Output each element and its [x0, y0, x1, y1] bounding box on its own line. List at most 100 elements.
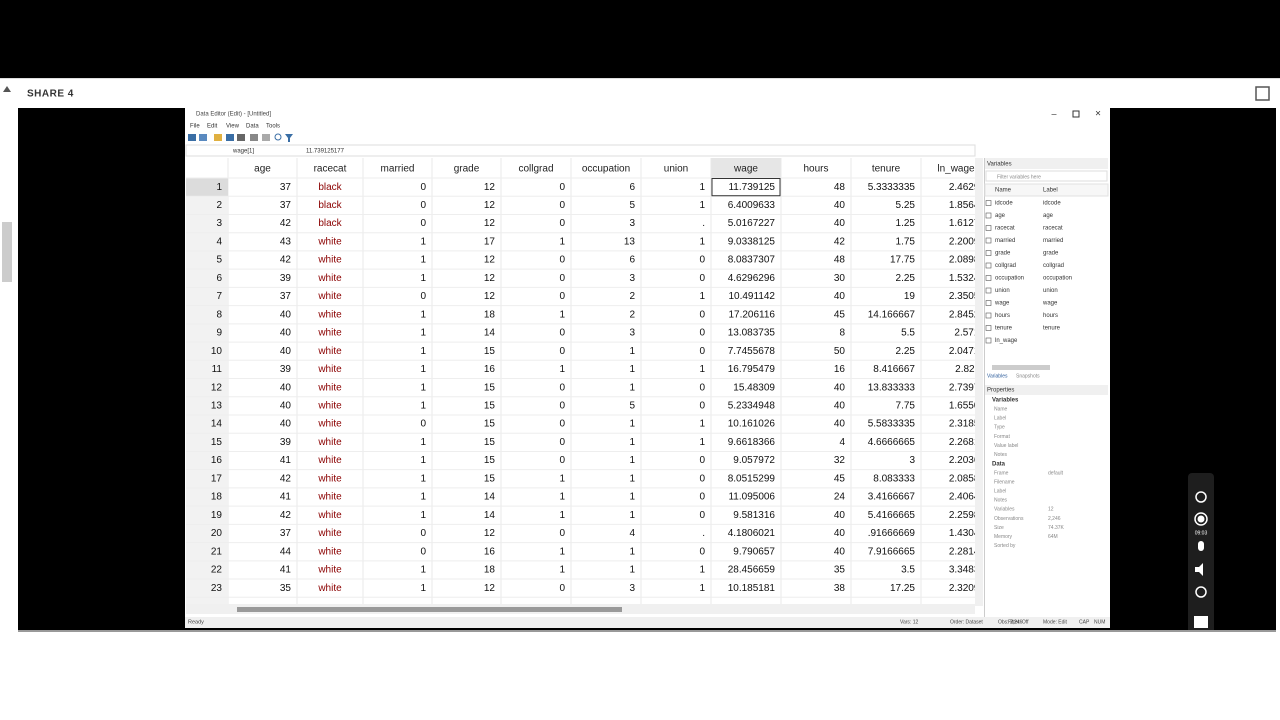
column-header[interactable]: grade — [454, 164, 480, 175]
cell[interactable]: 0 — [559, 419, 565, 430]
var-name[interactable]: idcode — [995, 201, 1013, 207]
var-name[interactable]: grade — [995, 251, 1011, 257]
cell[interactable]: 1 — [629, 473, 635, 484]
cell[interactable]: 9.057972 — [733, 455, 775, 466]
var-checkbox[interactable] — [985, 312, 992, 319]
cell[interactable]: 35 — [834, 565, 846, 576]
var-name[interactable]: tenure — [995, 326, 1013, 332]
cell[interactable]: 2.40649 — [949, 492, 986, 503]
cell[interactable]: 2.20364 — [949, 455, 986, 466]
cell-text[interactable]: white — [317, 273, 342, 284]
var-name[interactable]: collgrad — [995, 263, 1016, 269]
cell[interactable]: 0 — [699, 401, 705, 412]
cell[interactable]: 1 — [629, 346, 635, 357]
column-header[interactable]: racecat — [314, 164, 347, 175]
cell[interactable]: 2.46292 — [949, 182, 986, 193]
cell[interactable]: 10.161026 — [728, 419, 776, 430]
cell[interactable]: 40 — [280, 419, 292, 430]
cell[interactable]: 0 — [699, 328, 705, 339]
cell[interactable]: 1.61277 — [949, 218, 986, 229]
cell-text[interactable]: white — [317, 419, 342, 430]
var-label[interactable]: racecat — [1043, 226, 1063, 232]
cell[interactable]: 40 — [280, 346, 292, 357]
cell[interactable]: 0 — [559, 528, 565, 539]
var-name[interactable]: union — [995, 288, 1010, 294]
cell[interactable]: 48 — [834, 182, 846, 193]
minimize[interactable]: – — [1051, 108, 1056, 118]
column-header[interactable]: age — [254, 164, 271, 175]
cell-text[interactable]: white — [317, 328, 342, 339]
cell[interactable]: 40 — [834, 419, 846, 430]
cell[interactable]: 1 — [629, 546, 635, 557]
cell[interactable]: 13.833333 — [868, 382, 916, 393]
filter-box[interactable] — [985, 170, 1108, 182]
cell[interactable]: 8.0515299 — [728, 473, 776, 484]
cell[interactable]: 4 — [839, 437, 845, 448]
var-checkbox[interactable] — [985, 262, 992, 269]
cell[interactable]: 15 — [484, 346, 496, 357]
cell[interactable]: 5.5 — [901, 328, 915, 339]
up-arrow[interactable] — [3, 86, 11, 92]
cell[interactable]: 30 — [834, 273, 846, 284]
cell[interactable]: 2.04712 — [949, 346, 986, 357]
var-label[interactable]: idcode — [1043, 201, 1061, 207]
cell[interactable]: 42 — [280, 473, 292, 484]
cell[interactable]: 15 — [484, 455, 496, 466]
speaker-btn[interactable] — [1195, 563, 1203, 576]
cell[interactable]: 13.083735 — [728, 328, 776, 339]
cell[interactable]: 12 — [484, 273, 496, 284]
cell[interactable]: 2.25981 — [949, 510, 986, 521]
cell[interactable]: 12 — [484, 218, 496, 229]
cell[interactable]: 0 — [699, 273, 705, 284]
cell[interactable]: 1 — [559, 473, 565, 484]
var-name[interactable]: hours — [995, 313, 1010, 319]
cell[interactable]: 0 — [559, 273, 565, 284]
cell[interactable]: 2.31855 — [949, 419, 986, 430]
cell[interactable]: 0 — [559, 437, 565, 448]
cell[interactable]: 1 — [420, 255, 426, 266]
cell[interactable]: 37 — [280, 291, 292, 302]
cell[interactable]: 28.456659 — [728, 565, 776, 576]
cell[interactable]: 10.185181 — [728, 583, 776, 594]
cell[interactable]: 0 — [420, 200, 426, 211]
cell[interactable]: 11.739125 — [728, 182, 775, 193]
cell[interactable]: 5.0167227 — [728, 218, 776, 229]
var-label[interactable]: grade — [1043, 251, 1059, 257]
cell[interactable]: 15 — [484, 437, 496, 448]
cell[interactable]: 17.25 — [890, 583, 915, 594]
cell[interactable]: 3.4166667 — [868, 492, 916, 503]
cell-text[interactable]: black — [318, 200, 342, 211]
cell[interactable]: 15 — [484, 401, 496, 412]
cell[interactable]: 35 — [280, 583, 292, 594]
cell[interactable]: 1 — [420, 492, 426, 503]
cell[interactable]: 9.0338125 — [728, 236, 776, 247]
webcam-btn[interactable] — [1195, 586, 1207, 598]
cell[interactable]: 42 — [834, 236, 846, 247]
mic-btn[interactable] — [1198, 541, 1204, 551]
menu-item[interactable]: File — [190, 124, 200, 130]
cell[interactable]: 8.416667 — [873, 364, 915, 375]
column-header[interactable]: ln_wage — [937, 164, 975, 175]
cell[interactable]: 14.166667 — [868, 309, 916, 320]
cell[interactable]: 45 — [834, 473, 846, 484]
cell[interactable]: 2.73974 — [949, 382, 986, 393]
cell[interactable]: 1 — [699, 583, 705, 594]
cell[interactable]: 37 — [280, 200, 292, 211]
column-header[interactable]: wage — [733, 164, 758, 175]
vars-hscroll[interactable] — [992, 365, 1050, 370]
cell[interactable]: 16 — [484, 546, 496, 557]
cell[interactable]: 1 — [420, 401, 426, 412]
cell[interactable]: 8.083333 — [873, 473, 915, 484]
cell-text[interactable]: white — [317, 546, 342, 557]
cell[interactable]: 8 — [839, 328, 845, 339]
cell-text[interactable]: white — [317, 364, 342, 375]
cell[interactable]: 1 — [559, 565, 565, 576]
cell[interactable]: 0 — [420, 218, 426, 229]
var-checkbox[interactable] — [985, 250, 992, 256]
cell-text[interactable]: white — [317, 492, 342, 503]
cell[interactable]: 0 — [699, 382, 705, 393]
cell[interactable]: 1.43045 — [949, 528, 986, 539]
cell[interactable]: 1 — [420, 328, 426, 339]
cell[interactable]: 41 — [280, 455, 292, 466]
cell[interactable]: 0 — [699, 455, 705, 466]
